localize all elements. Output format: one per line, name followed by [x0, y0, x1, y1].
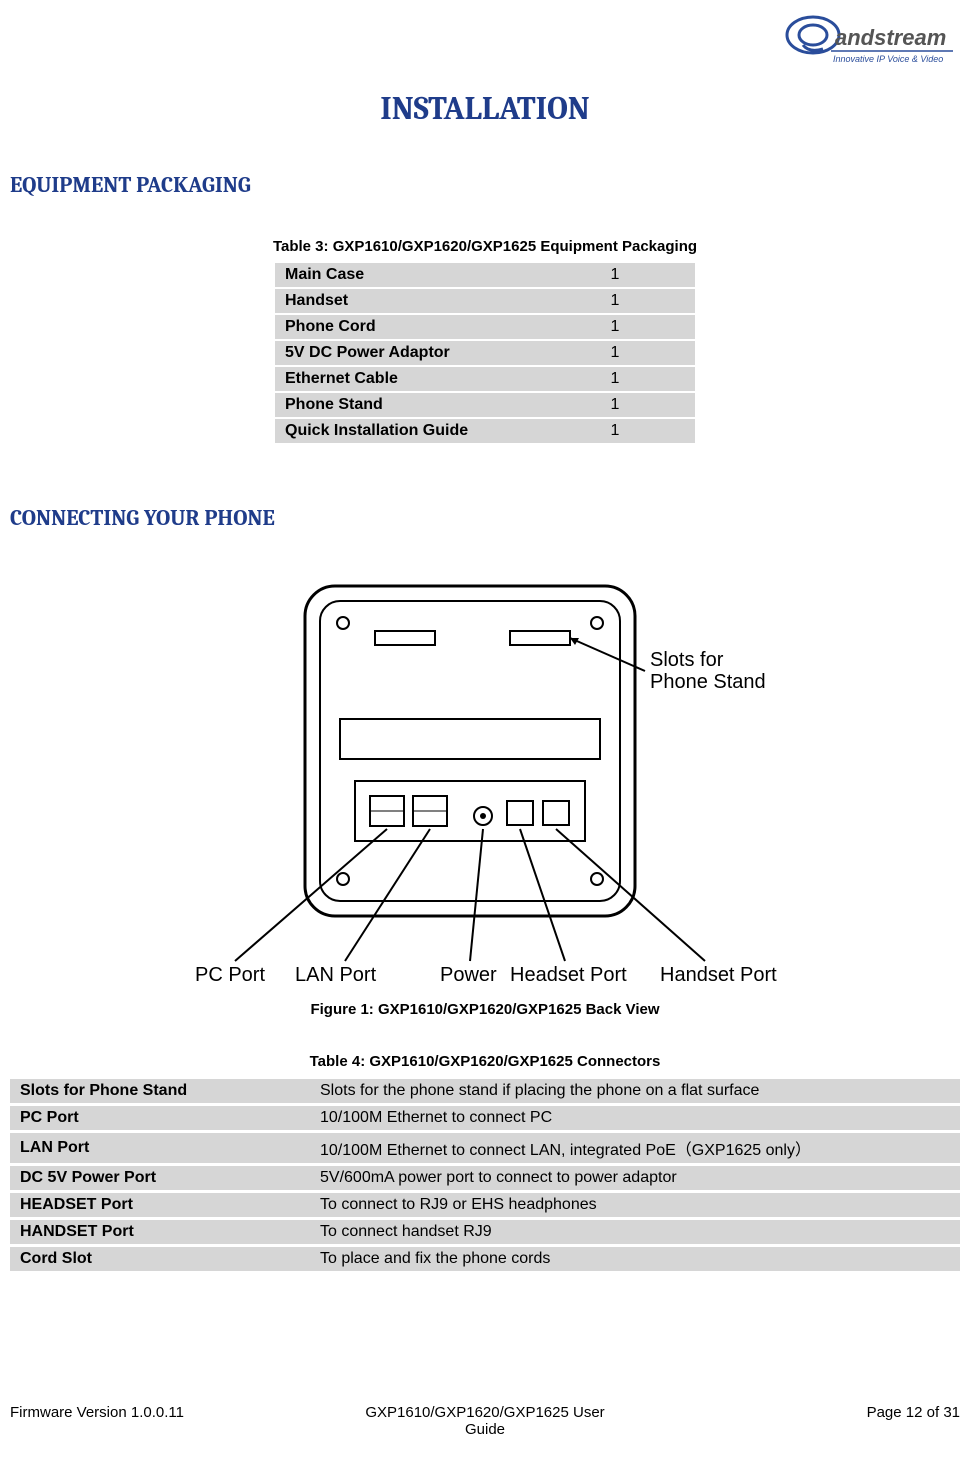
connector-desc: To place and fix the phone cords: [310, 1247, 960, 1271]
packaging-item-qty: 1: [535, 419, 695, 443]
section-equipment-packaging: EQUIPMENT PACKAGING: [10, 172, 960, 198]
figure1-caption: Figure 1: GXP1610/GXP1620/GXP1625 Back V…: [10, 1001, 960, 1018]
table-equipment-packaging: Main Case1Handset1Phone Cord15V DC Power…: [275, 261, 695, 445]
diagram-label-power: Power: [440, 964, 497, 986]
connector-label: DC 5V Power Port: [10, 1166, 310, 1190]
diagram-label-handset: Handset Port: [660, 964, 777, 986]
packaging-item-qty: 1: [535, 315, 695, 339]
logo-text: andstream: [835, 25, 946, 50]
table-row: Main Case1: [275, 263, 695, 287]
connector-desc: 10/100M Ethernet to connect LAN, integra…: [310, 1133, 960, 1163]
connector-desc: Slots for the phone stand if placing the…: [310, 1079, 960, 1103]
table-row: PC Port10/100M Ethernet to connect PC: [10, 1106, 960, 1130]
brand-logo: andstream Innovative IP Voice & Video: [785, 15, 955, 75]
page-title: INSTALLATION: [10, 90, 960, 127]
footer-page-number: Page 12 of 31: [740, 1404, 960, 1421]
packaging-item-qty: 1: [535, 367, 695, 391]
packaging-item-label: Main Case: [275, 263, 535, 287]
diagram-label-slots: Slots for Phone Stand: [650, 649, 766, 693]
logo-tagline: Innovative IP Voice & Video: [833, 54, 943, 64]
table-row: Cord SlotTo place and fix the phone cord…: [10, 1247, 960, 1271]
page-footer: Firmware Version 1.0.0.11 GXP1610/GXP162…: [10, 1404, 960, 1438]
packaging-item-qty: 1: [535, 289, 695, 313]
table-row: DC 5V Power Port5V/600mA power port to c…: [10, 1166, 960, 1190]
section-connecting-phone: CONNECTING YOUR PHONE: [10, 505, 960, 531]
packaging-item-label: Phone Stand: [275, 393, 535, 417]
table-row: Quick Installation Guide1: [275, 419, 695, 443]
footer-firmware-version: Firmware Version 1.0.0.11: [10, 1404, 230, 1421]
connector-label: Cord Slot: [10, 1247, 310, 1271]
footer-doc-title: GXP1610/GXP1620/GXP1625 User Guide: [230, 1404, 740, 1438]
diagram-label-lan-port: LAN Port: [295, 964, 377, 986]
connector-desc: 10/100M Ethernet to connect PC: [310, 1106, 960, 1130]
diagram-label-headset: Headset Port: [510, 964, 627, 986]
table-row: 5V DC Power Adaptor1: [275, 341, 695, 365]
packaging-item-label: 5V DC Power Adaptor: [275, 341, 535, 365]
table-row: Ethernet Cable1: [275, 367, 695, 391]
figure-back-view: Slots for Phone Stand PC Port LAN Port P…: [10, 571, 960, 991]
connector-label: LAN Port: [10, 1133, 310, 1163]
table-row: LAN Port10/100M Ethernet to connect LAN,…: [10, 1133, 960, 1163]
table-row: Handset1: [275, 289, 695, 313]
table3-caption: Table 3: GXP1610/GXP1620/GXP1625 Equipme…: [10, 238, 960, 255]
packaging-item-label: Quick Installation Guide: [275, 419, 535, 443]
packaging-item-label: Handset: [275, 289, 535, 313]
packaging-item-qty: 1: [535, 341, 695, 365]
table-row: HEADSET PortTo connect to RJ9 or EHS hea…: [10, 1193, 960, 1217]
table-row: Slots for Phone StandSlots for the phone…: [10, 1079, 960, 1103]
packaging-item-qty: 1: [535, 263, 695, 287]
table-connectors: Slots for Phone StandSlots for the phone…: [10, 1076, 960, 1274]
packaging-item-qty: 1: [535, 393, 695, 417]
table-row: HANDSET PortTo connect handset RJ9: [10, 1220, 960, 1244]
packaging-item-label: Ethernet Cable: [275, 367, 535, 391]
connector-label: Slots for Phone Stand: [10, 1079, 310, 1103]
connector-desc: 5V/600mA power port to connect to power …: [310, 1166, 960, 1190]
connector-desc: To connect handset RJ9: [310, 1220, 960, 1244]
connector-label: HEADSET Port: [10, 1193, 310, 1217]
table-row: Phone Cord1: [275, 315, 695, 339]
connector-desc: To connect to RJ9 or EHS headphones: [310, 1193, 960, 1217]
table4-caption: Table 4: GXP1610/GXP1620/GXP1625 Connect…: [10, 1053, 960, 1070]
diagram-label-pc-port: PC Port: [195, 964, 265, 986]
table-row: Phone Stand1: [275, 393, 695, 417]
connector-label: PC Port: [10, 1106, 310, 1130]
packaging-item-label: Phone Cord: [275, 315, 535, 339]
connector-label: HANDSET Port: [10, 1220, 310, 1244]
